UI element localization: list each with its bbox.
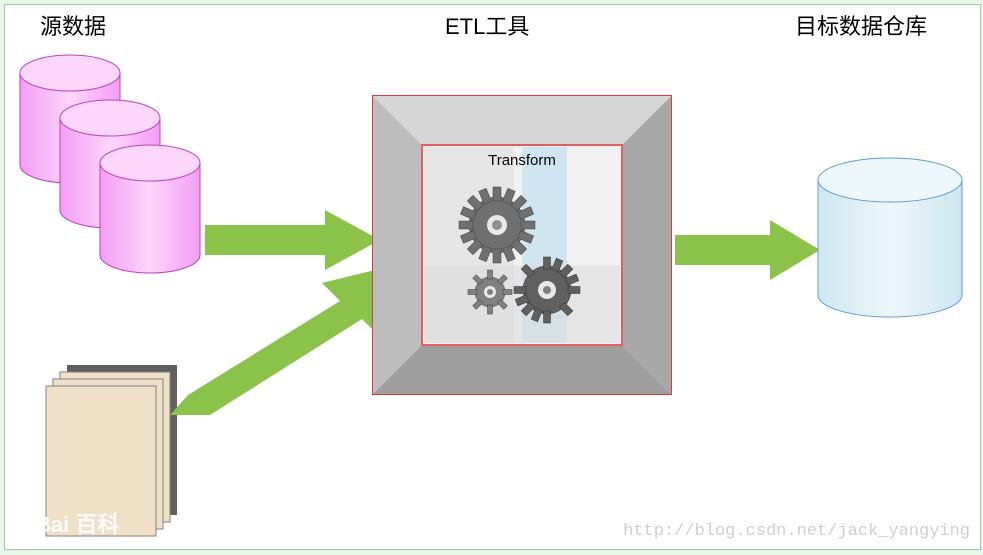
- diagram-outer: 源数据 ETL工具 目标数据仓库: [0, 0, 983, 552]
- etl-box: Transform: [372, 95, 672, 395]
- target-cylinder: [815, 155, 975, 325]
- transform-label: Transform: [488, 152, 556, 169]
- watermark-url: http://blog.csdn.net/jack_yangying: [623, 522, 970, 541]
- diagram-canvas: 源数据 ETL工具 目标数据仓库: [4, 4, 981, 550]
- label-target: 目标数据仓库: [795, 9, 927, 41]
- watermark-baidu: Bai 百科: [35, 507, 119, 539]
- label-source: 源数据: [40, 9, 106, 41]
- arrow-target: [675, 215, 825, 285]
- label-etl: ETL工具: [445, 9, 529, 41]
- arrow-source-files: [170, 265, 400, 435]
